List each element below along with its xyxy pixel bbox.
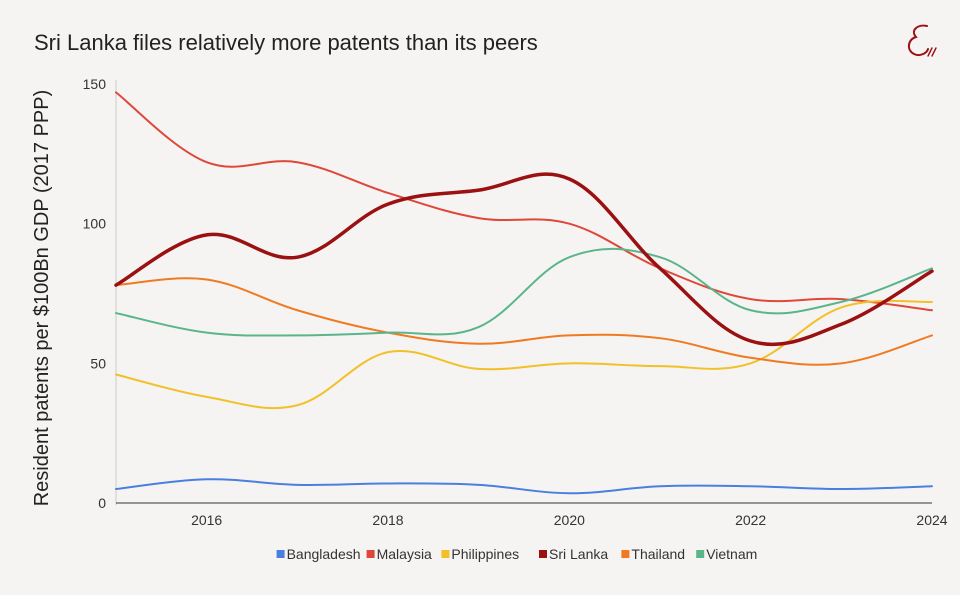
y-axis-label: Resident patents per $100Bn GDP (2017 PP… [31,90,53,507]
brand-logo [908,24,937,57]
series-line-vietnam [115,247,933,337]
series-line-sri-lanka [114,172,934,347]
x-tick-label: 2018 [372,512,403,528]
x-tick-label: 2024 [916,512,947,528]
x-axis-ticks: 2016 2018 2020 2022 2024 [191,512,948,528]
y-tick-label: 150 [83,76,107,92]
series-line-philippines [115,299,933,410]
y-axis-ticks: 0 50 100 150 [83,76,107,511]
legend-label-vietnam: Vietnam [706,546,757,562]
legend-label-bangladesh: Bangladesh [287,546,361,562]
legend-swatch-bangladesh [276,550,285,558]
chart-title: Sri Lanka files relatively more patents … [34,30,538,55]
x-tick-label: 2022 [735,512,766,528]
legend-swatch-philippines [441,550,450,558]
legend-swatch-sri-lanka [539,550,547,558]
y-tick-label: 100 [83,216,107,232]
legend-swatch-malaysia [366,550,375,558]
legend-swatch-vietnam [696,550,705,558]
y-tick-label: 0 [98,495,106,511]
legend-swatch-thailand [621,550,630,558]
legend-label-sri-lanka: Sri Lanka [549,546,608,562]
legend-label-malaysia: Malaysia [377,546,432,562]
legend-label-philippines: Philippines [451,546,519,562]
series-line-bangladesh [115,478,933,495]
y-tick-label: 50 [90,355,106,371]
series-line-malaysia [115,91,933,312]
legend: Bangladesh Malaysia Philippines Sri Lanka Th… [276,546,757,562]
series-line-thailand [115,277,933,366]
x-tick-label: 2016 [191,512,222,528]
x-tick-label: 2020 [554,512,585,528]
legend-label-thailand: Thailand [631,546,685,562]
series-lines [114,91,934,495]
